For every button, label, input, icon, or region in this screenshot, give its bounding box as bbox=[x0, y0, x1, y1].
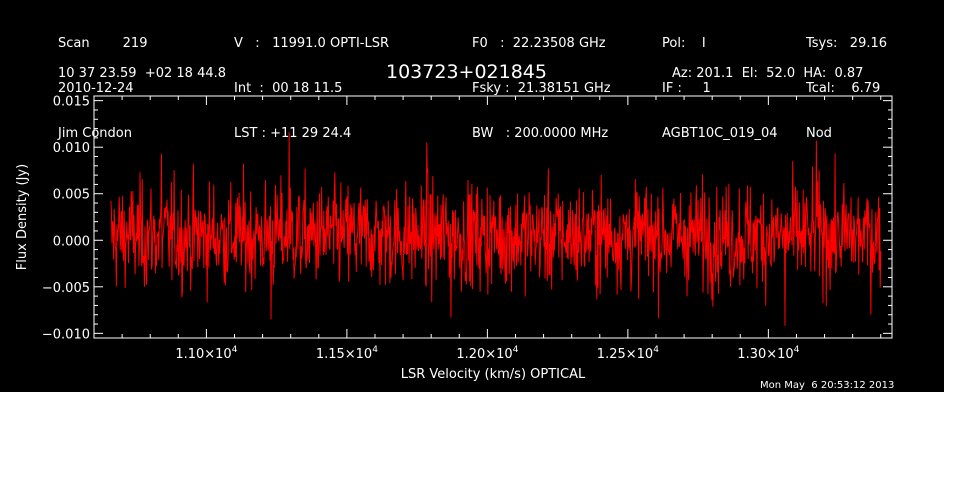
header-polarization-block: Pol: I IF : 1 AGBT10C_019_04 bbox=[662, 6, 778, 171]
plot-panel: Scan 219 2010-12-24 Jim Condon V : 11991… bbox=[0, 0, 944, 392]
x-tick-exponent: 4 bbox=[232, 345, 238, 355]
y-tick-label: −0.010 bbox=[42, 327, 90, 342]
x-tick-label: 1.15×104 bbox=[316, 345, 378, 362]
tsys: Tsys: 29.16 bbox=[806, 36, 888, 51]
y-tick-label: 0.000 bbox=[53, 234, 90, 249]
x-tick-exponent: 4 bbox=[794, 345, 800, 355]
source-coordinates: 10 37 23.59 +02 18 44.8 bbox=[58, 66, 227, 81]
spectrum-trace bbox=[110, 132, 882, 326]
x-tick-exponent: 4 bbox=[372, 345, 378, 355]
x-tick-label: 1.20×104 bbox=[456, 345, 518, 362]
observer-name: Jim Condon bbox=[58, 126, 132, 141]
x-tick-label: 1.25×104 bbox=[597, 345, 659, 362]
scan-number: Scan 219 bbox=[58, 36, 148, 51]
x-tick-exponent: 4 bbox=[653, 345, 659, 355]
lst-readout: LST : +11 29 24.4 bbox=[234, 126, 352, 141]
switching-mode: Nod bbox=[806, 126, 832, 141]
pointing-readout: Az: 201.1 El: 52.0 HA: 0.87 bbox=[672, 66, 864, 81]
tcal: Tcal: 6.79 bbox=[806, 81, 881, 96]
y-tick-label: 0.005 bbox=[53, 188, 90, 203]
header-frequency-block: F0 : 22.23508 GHz Fsky : 21.38151 GHz BW… bbox=[472, 6, 611, 171]
header-scan-block: Scan 219 2010-12-24 Jim Condon bbox=[58, 6, 147, 171]
x-tick-label: 1.10×104 bbox=[175, 345, 237, 362]
x-tick-exponent: 4 bbox=[513, 345, 519, 355]
x-tick-mantissa: 1.20×10 bbox=[456, 347, 512, 362]
timestamp: Mon May 6 20:53:12 2013 bbox=[760, 380, 895, 391]
source-name: 103723+021845 bbox=[386, 61, 547, 83]
bandwidth: BW : 200.0000 MHz bbox=[472, 126, 609, 141]
project-id: AGBT10C_019_04 bbox=[662, 126, 778, 141]
y-tick-label: 0.010 bbox=[53, 141, 90, 156]
x-tick-mantissa: 1.15×10 bbox=[316, 347, 372, 362]
x-axis-title: LSR Velocity (km/s) OPTICAL bbox=[401, 367, 586, 382]
header-velocity-block: V : 11991.0 OPTI-LSR Int : 00 18 11.5 LS… bbox=[234, 6, 389, 171]
y-tick-label: −0.005 bbox=[42, 281, 90, 296]
observation-date: 2010-12-24 bbox=[58, 81, 134, 96]
x-tick-mantissa: 1.10×10 bbox=[175, 347, 231, 362]
header-system-block: Tsys: 29.16 Tcal: 6.79 Nod bbox=[806, 6, 887, 171]
x-tick-mantissa: 1.30×10 bbox=[737, 347, 793, 362]
plot-frame bbox=[93, 95, 893, 339]
x-tick-mantissa: 1.25×10 bbox=[597, 347, 653, 362]
x-tick-label: 1.30×104 bbox=[737, 345, 799, 362]
if-number: IF : 1 bbox=[662, 81, 711, 96]
velocity-readout: V : 11991.0 OPTI-LSR bbox=[234, 36, 390, 51]
spectrum-chart: −0.010−0.0050.0000.0050.0100.0151.10×104… bbox=[15, 95, 893, 382]
y-axis-title: Flux Density (Jy) bbox=[15, 164, 30, 270]
y-tick-label: 0.015 bbox=[53, 95, 90, 110]
integration-time: Int : 00 18 11.5 bbox=[234, 81, 343, 96]
sky-frequency: Fsky : 21.38151 GHz bbox=[472, 81, 611, 96]
rest-frequency: F0 : 22.23508 GHz bbox=[472, 36, 606, 51]
polarization: Pol: I bbox=[662, 36, 706, 51]
